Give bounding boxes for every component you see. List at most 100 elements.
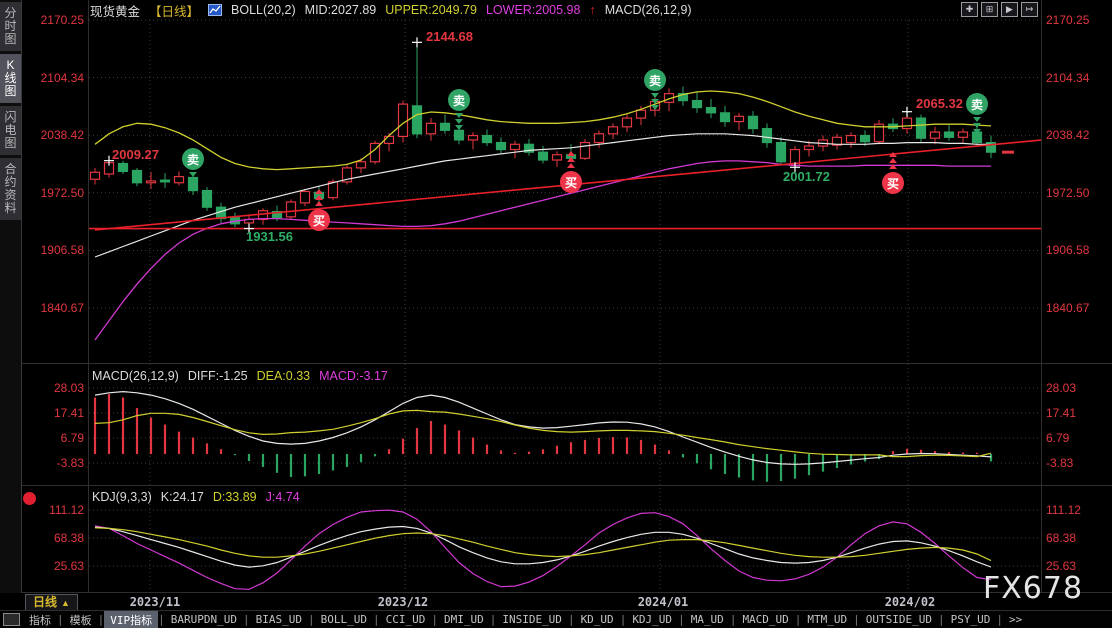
- triangle-down-icon: [651, 99, 659, 104]
- period-selector[interactable]: 日线 ▲: [25, 594, 78, 611]
- price-axis-tick-label: 2104.34: [1046, 70, 1090, 85]
- date-axis-label: 2024/02: [884, 595, 936, 609]
- triangle-down-icon: [651, 93, 659, 98]
- kdj-axis-tick-label: 111.12: [1046, 503, 1081, 517]
- toolbar-separator: |: [307, 613, 315, 626]
- toolbar-separator: |: [431, 613, 438, 626]
- triangle-up-icon: [889, 152, 897, 157]
- toolbar-tab-BARUPDN_UD[interactable]: BARUPDN_UD: [170, 613, 237, 626]
- autoplay-icon[interactable]: ▶: [1001, 2, 1018, 17]
- macd-panel-header: MACD(26,12,9) DIFF:-1.25 DEA:0.33 MACD:-…: [92, 369, 388, 383]
- price-axis-tick-label: 1840.67: [1046, 300, 1090, 315]
- chart-window-controls: ✚ ⊞ ▶ ↦: [961, 2, 1038, 17]
- sell-signal-arrows: [182, 171, 204, 190]
- boll-lower-value: LOWER:2005.98: [485, 3, 581, 17]
- kdj-j-value: J:4.74: [265, 490, 300, 504]
- sell-signal-badge: 卖: [644, 69, 666, 91]
- macd-dea-value: DEA:0.33: [256, 369, 311, 383]
- sidebar-item-合约资料[interactable]: 合 约 资 料: [0, 158, 21, 220]
- toolbar-separator: |: [619, 613, 627, 626]
- sidebar-item-K线图[interactable]: K 线 图: [0, 54, 21, 103]
- macd-macd-value: MACD:-3.17: [319, 369, 388, 383]
- boll-mid-value: MID:2027.89: [304, 3, 377, 17]
- toolbar-tab-KD_UD[interactable]: KD_UD: [580, 613, 614, 626]
- kdj-d-value: D:33.89: [212, 490, 257, 504]
- sidebar-item-闪电图[interactable]: 闪 电 图: [0, 106, 21, 155]
- sell-signal-badge: 卖: [448, 89, 470, 111]
- price-axis-tick-label: 1906.58: [1046, 243, 1090, 258]
- toolbar-tab-指标[interactable]: 指标: [29, 613, 51, 627]
- price-axis-tick-label: 1972.50: [1046, 185, 1090, 200]
- triangle-up-icon: [315, 195, 323, 200]
- macd-axis-tick-label: 17.41: [1046, 405, 1077, 420]
- period-label: 【日线】: [149, 4, 200, 19]
- price-annotation: 2009.27: [112, 147, 159, 162]
- toolbar-tab-PSY_UD[interactable]: PSY_UD: [950, 613, 991, 626]
- triangle-down-icon: [455, 113, 463, 118]
- kdj-panel-header: KDJ(9,3,3) K:24.17 D:33.89 J:4.74: [92, 490, 300, 504]
- toolbar-tab-OUTSIDE_UD[interactable]: OUTSIDE_UD: [865, 613, 933, 626]
- price-annotation: 2001.72: [783, 169, 830, 184]
- toolbar-tab-模板[interactable]: 模板: [69, 613, 92, 627]
- triangle-up-icon: [889, 164, 897, 169]
- sell-signal-badge: 卖: [182, 148, 204, 170]
- toolbar-tab->>[interactable]: >>: [1009, 613, 1023, 626]
- toolbar-tab-DMI_UD[interactable]: DMI_UD: [443, 613, 484, 626]
- toolbar-tab-MA_UD[interactable]: MA_UD: [690, 613, 724, 626]
- kdj-k-value: K:24.17: [160, 490, 204, 504]
- toolbar-tab-MACD_UD[interactable]: MACD_UD: [742, 613, 789, 626]
- indicator-marker-icon: [23, 492, 36, 505]
- zoom-grid-icon[interactable]: ⊞: [981, 2, 998, 17]
- date-axis-label: 2023/12: [377, 595, 429, 609]
- toolbar-tab-KDJ_UD[interactable]: KDJ_UD: [632, 613, 673, 626]
- toolbar-separator: |: [489, 613, 497, 626]
- toolbar-tab-CCI_UD[interactable]: CCI_UD: [385, 613, 426, 626]
- price-annotation: 2144.68: [426, 29, 473, 44]
- sell-signal-arrows: [966, 116, 988, 135]
- kdj-axis-tick-label: 25.63: [53, 558, 84, 573]
- period-selector-label: 日线: [33, 595, 58, 609]
- toolbar-tab-VIP指标[interactable]: VIP指标: [104, 610, 159, 628]
- scroll-right-icon[interactable]: ↦: [1021, 2, 1038, 17]
- boll-label: BOLL(20,2): [231, 3, 296, 17]
- toolbar-separator: |: [996, 613, 1004, 626]
- toolbar-resize-handle[interactable]: [3, 613, 20, 626]
- macd-title: MACD(26,12,9): [92, 369, 179, 383]
- sidebar-item-分时图[interactable]: 分 时 图: [0, 2, 21, 51]
- toolbar-tab-BIAS_UD[interactable]: BIAS_UD: [255, 613, 302, 626]
- triangle-up-icon: ▲: [61, 598, 70, 608]
- sell-signal-badge: 卖: [966, 93, 988, 115]
- buy-signal-arrows: [308, 188, 330, 207]
- triangle-down-icon: [651, 105, 659, 110]
- indicator-toolbar: 指标 | 模板 | VIP指标 | BARUPDN_UD | BIAS_UD | BOLL_UD | C…: [0, 610, 1112, 628]
- buy-signal-arrows: [882, 151, 904, 170]
- triangle-up-icon: [567, 163, 575, 168]
- triangle-down-icon: [455, 119, 463, 124]
- buy-signal-badge: 买: [308, 209, 330, 231]
- sell-signal-arrows: [644, 92, 666, 111]
- toolbar-tab-INSIDE_UD[interactable]: INSIDE_UD: [502, 613, 562, 626]
- left-sidebar: 分 时 图 K 线 图闪 电 图合 约 资 料: [0, 0, 22, 593]
- kdj-axis-tick-label: 68.38: [1046, 530, 1077, 545]
- boll-upper-value: UPPER:2049.79: [385, 3, 477, 17]
- macd-axis-tick-label: 28.03: [1046, 381, 1077, 395]
- macd-axis-tick-label: 28.03: [53, 381, 84, 395]
- toolbar-separator: |: [158, 613, 165, 626]
- symbol-name: 现货黄金: [90, 4, 141, 19]
- toolbar-separator: |: [853, 613, 860, 626]
- toolbar-tab-BOLL_UD[interactable]: BOLL_UD: [320, 613, 367, 626]
- triangle-down-icon: [189, 178, 197, 183]
- pan-crosshair-icon[interactable]: ✚: [961, 2, 978, 17]
- toolbar-separator: |: [57, 613, 64, 626]
- macd-axis-tick-label: -3.83: [56, 455, 84, 470]
- toolbar-separator: |: [678, 613, 685, 626]
- triangle-down-icon: [973, 123, 981, 128]
- up-arrow-icon: ↑: [589, 3, 596, 17]
- toolbar-tab-MTM_UD[interactable]: MTM_UD: [807, 613, 848, 626]
- price-axis-tick-label: 1906.58: [40, 243, 84, 258]
- triangle-down-icon: [455, 125, 463, 130]
- price-annotation: 1931.56: [246, 229, 293, 244]
- triangle-down-icon: [973, 117, 981, 122]
